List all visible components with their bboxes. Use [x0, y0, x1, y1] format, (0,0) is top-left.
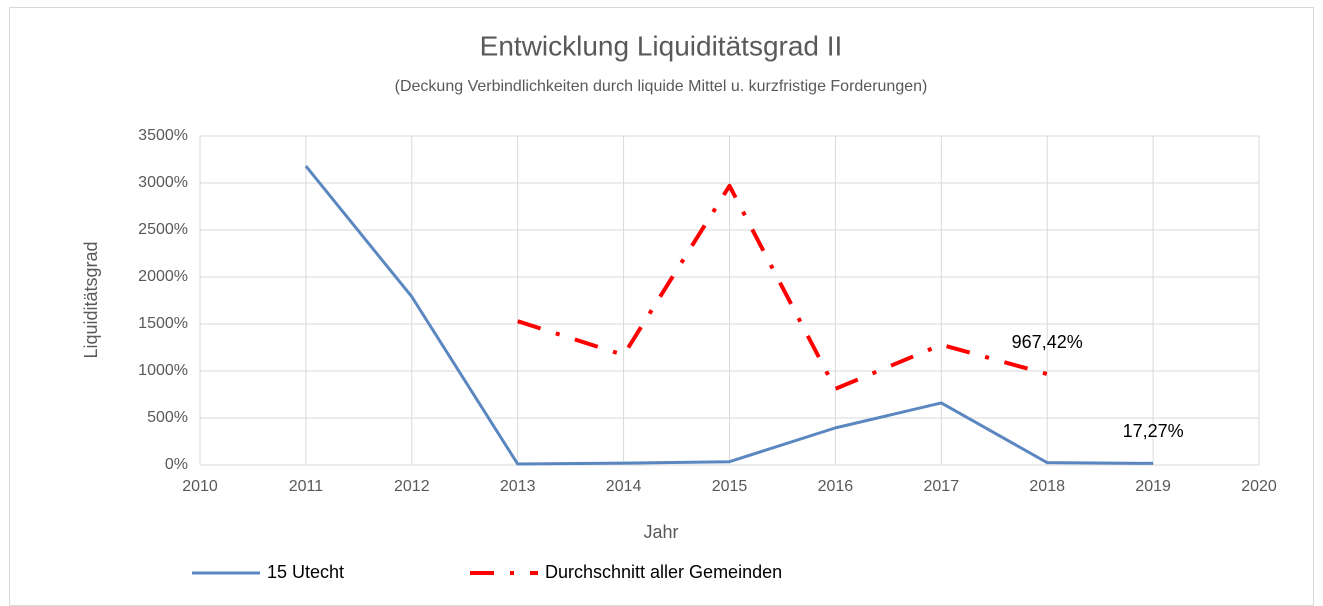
y-tick-label: 0% [165, 456, 188, 473]
x-tick-label: 2010 [182, 478, 218, 495]
x-tick-label: 2012 [394, 478, 430, 495]
x-tick-label: 2014 [606, 478, 642, 495]
chart-border [9, 7, 1314, 606]
y-tick-label: 3500% [138, 127, 188, 144]
data-label: 967,42% [1012, 332, 1083, 352]
data-label: 17,27% [1123, 421, 1184, 441]
x-tick-label: 2015 [712, 478, 748, 495]
y-axis-label: Liquiditätsgrad [81, 241, 101, 358]
x-tick-label: 2013 [500, 478, 536, 495]
x-tick-label: 2019 [1135, 478, 1171, 495]
y-tick-label: 500% [147, 409, 188, 426]
y-tick-label: 2500% [138, 221, 188, 238]
legend-label: 15 Utecht [267, 562, 344, 582]
x-tick-label: 2020 [1241, 478, 1277, 495]
y-tick-label: 2000% [138, 268, 188, 285]
x-tick-label: 2017 [924, 478, 960, 495]
x-tick-label: 2018 [1029, 478, 1065, 495]
x-tick-label: 2011 [289, 478, 324, 495]
series-line [304, 165, 1154, 466]
x-tick-label: 2016 [818, 478, 854, 495]
x-axis-label: Jahr [643, 522, 678, 542]
chart-subtitle: (Deckung Verbindlichkeiten durch liquide… [395, 78, 928, 95]
y-tick-label: 1000% [138, 362, 188, 379]
chart-title: Entwicklung Liquiditätsgrad II [480, 30, 843, 61]
legend-label: Durchschnitt aller Gemeinden [545, 562, 782, 582]
y-tick-label: 3000% [138, 174, 188, 191]
series-line [517, 183, 1048, 391]
y-tick-label: 1500% [138, 315, 188, 332]
